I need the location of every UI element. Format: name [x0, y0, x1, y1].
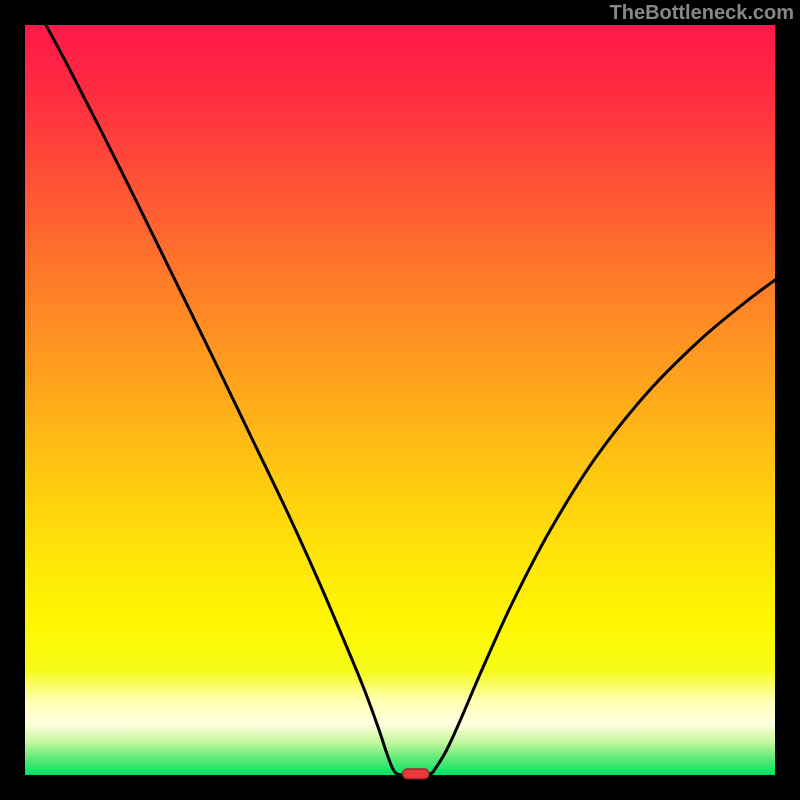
plot-background: [25, 25, 775, 775]
optimal-point-marker: [403, 769, 429, 779]
watermark-text: TheBottleneck.com: [610, 2, 794, 25]
chart-frame: TheBottleneck.com: [0, 0, 800, 800]
bottleneck-chart: [0, 0, 800, 800]
